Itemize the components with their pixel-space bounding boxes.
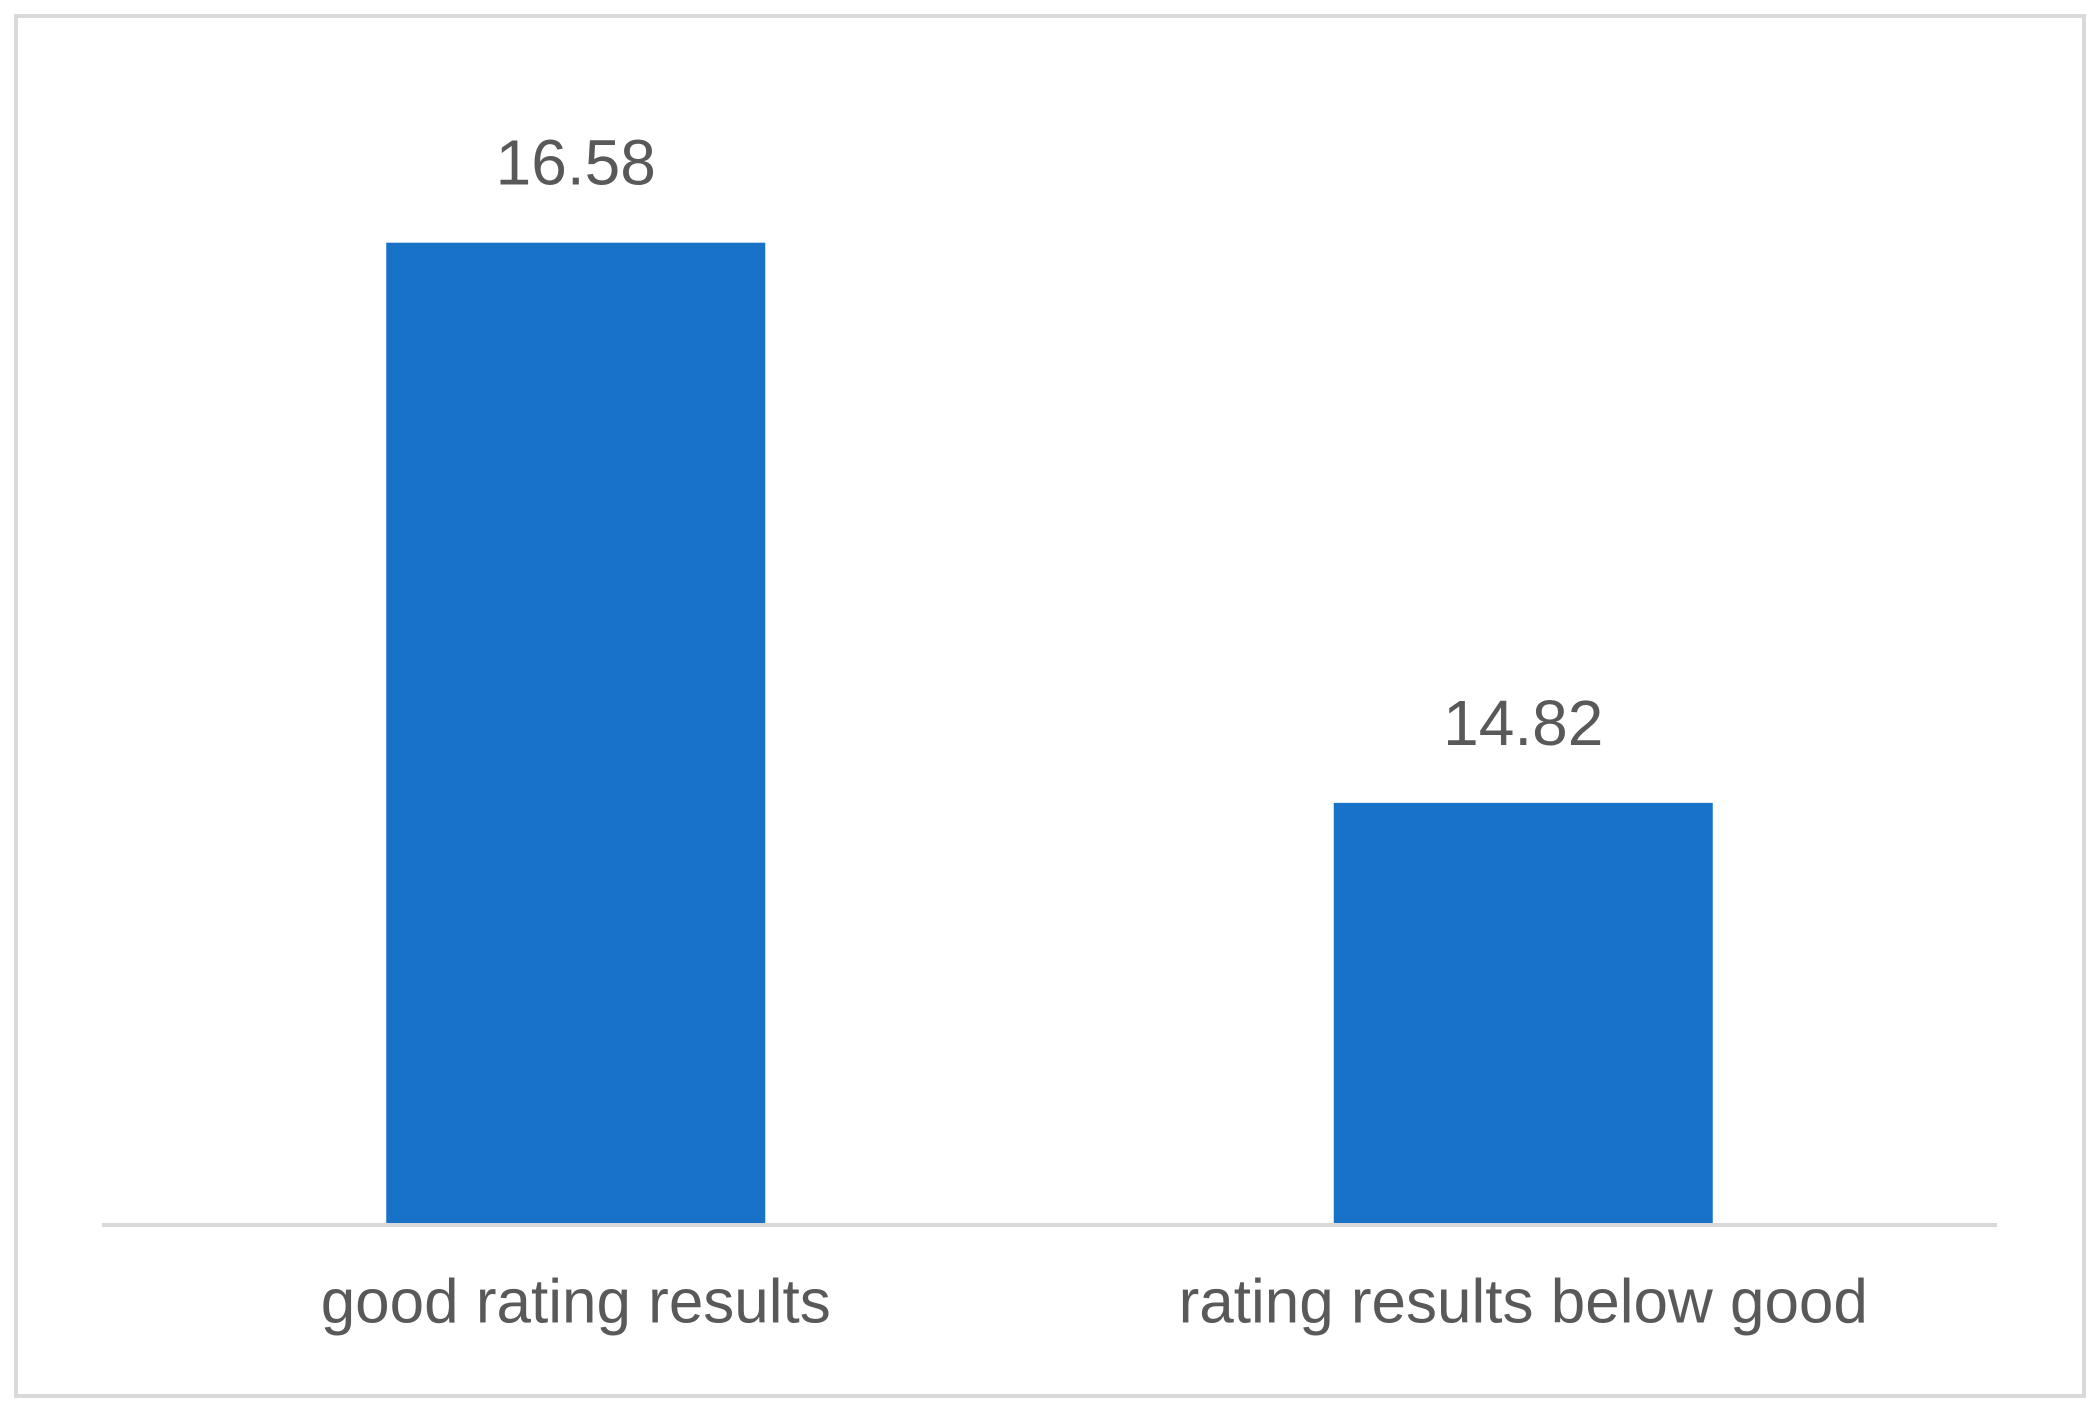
chart-border <box>14 14 2086 1398</box>
x-tick-label: rating results below good <box>1179 1267 1868 1336</box>
x-tick-label: good rating results <box>321 1267 831 1336</box>
data-label: 16.58 <box>496 127 656 199</box>
data-label: 14.82 <box>1443 687 1603 759</box>
bar <box>1333 802 1713 1223</box>
bar <box>386 242 766 1223</box>
